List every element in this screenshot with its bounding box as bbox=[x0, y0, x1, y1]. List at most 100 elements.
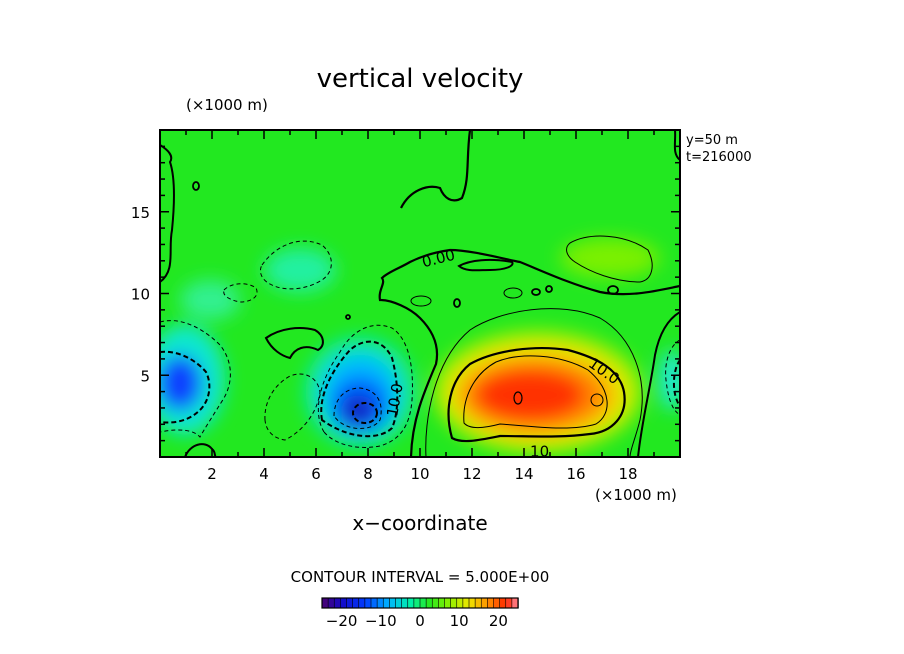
colorbar-swatch bbox=[389, 597, 397, 609]
contour-zero-islet-1 bbox=[192, 181, 200, 191]
contour-neg-10-east bbox=[672, 359, 680, 407]
info-line-t: t=216000 bbox=[686, 150, 752, 165]
contour-neg-15-central bbox=[333, 387, 382, 429]
contour-zero-west bbox=[160, 144, 175, 283]
x-tick-label: 6 bbox=[311, 465, 321, 483]
axis-ticks bbox=[160, 130, 680, 457]
colorbar-swatch bbox=[468, 597, 476, 609]
colorbar-swatch bbox=[425, 597, 433, 609]
contour-zero-islet-3 bbox=[410, 295, 432, 307]
contour-neg-dot bbox=[345, 314, 351, 320]
colorbar-swatch bbox=[505, 597, 513, 609]
colorbar-swatch bbox=[456, 597, 464, 609]
x-tick-label: 14 bbox=[514, 465, 533, 483]
contour-neg-10-central bbox=[320, 340, 399, 438]
contour-neg-5-east bbox=[665, 339, 680, 416]
colorbar-swatch bbox=[376, 597, 384, 609]
colorbar-swatch bbox=[321, 597, 329, 609]
colorbar-swatch bbox=[352, 597, 360, 609]
colorbar-swatch bbox=[333, 597, 342, 609]
colorbar-swatch bbox=[401, 597, 409, 609]
chart-title: vertical velocity bbox=[317, 64, 524, 94]
colorbar-swatch bbox=[480, 597, 489, 609]
field-west-inner bbox=[160, 355, 202, 411]
colorbar-tick-label: 0 bbox=[415, 612, 425, 630]
contour-pos-15 bbox=[463, 355, 608, 429]
contour-zero-blob bbox=[264, 327, 324, 360]
field-updraft-ne bbox=[560, 238, 660, 278]
colorbar-swatch bbox=[327, 597, 335, 609]
contour-zero-islet-5 bbox=[545, 285, 553, 293]
colorbar-tick-labels: −20 −10 0 10 20 bbox=[326, 612, 508, 630]
contour-zero-main bbox=[378, 248, 680, 457]
contour-zero-islet-4 bbox=[531, 288, 541, 296]
field-west-cyan bbox=[180, 280, 240, 320]
contour-label-text: 10.0 bbox=[383, 382, 407, 418]
colorbar-swatch bbox=[407, 597, 415, 609]
colorbar-tick-label: −10 bbox=[365, 612, 397, 630]
field-north-cyan bbox=[264, 248, 336, 292]
colorbar-swatch bbox=[462, 597, 470, 609]
colorbar-swatch bbox=[438, 597, 446, 609]
colorbar-swatch bbox=[364, 597, 372, 609]
contour-neg-5-mid bbox=[264, 373, 321, 441]
colorbar-swatch bbox=[499, 597, 507, 609]
colorbar-swatch bbox=[395, 597, 403, 609]
colorbar-swatch bbox=[358, 597, 366, 609]
contour-zero-north bbox=[400, 130, 472, 209]
contour-zero-islet-7 bbox=[607, 285, 619, 295]
colorbar-swatch bbox=[382, 597, 391, 609]
x-tick-label: 18 bbox=[618, 465, 637, 483]
x-tick-label: 2 bbox=[207, 465, 217, 483]
colorbar-swatch bbox=[346, 597, 354, 609]
contour-pos-5-ne bbox=[566, 235, 653, 283]
field-updraft-core bbox=[475, 369, 585, 421]
contour-pos-20 bbox=[513, 391, 523, 405]
contour-label: 10.0 bbox=[383, 382, 407, 418]
colorbar-swatch bbox=[493, 597, 501, 609]
colorbar-swatch bbox=[431, 597, 440, 609]
x-tick-label: 4 bbox=[259, 465, 269, 483]
info-line-y: y=50 m bbox=[686, 133, 738, 148]
x-tick-label: 8 bbox=[363, 465, 373, 483]
colorbar-tick-label: −20 bbox=[326, 612, 358, 630]
contour-zero-east bbox=[637, 311, 680, 457]
x-tick-labels: 2 4 6 8 10 12 14 16 18 bbox=[207, 465, 637, 483]
contour-lines bbox=[160, 130, 680, 457]
contour-neg-5-small bbox=[223, 283, 258, 303]
y-tick-label: 5 bbox=[140, 367, 150, 385]
colorbar bbox=[321, 597, 519, 609]
x-tick-label: 16 bbox=[566, 465, 585, 483]
contour-interval-text: CONTOUR INTERVAL = 5.000E+00 bbox=[291, 568, 550, 586]
x-unit-label: (×1000 m) bbox=[595, 486, 677, 504]
y-tick-label: 10 bbox=[131, 286, 150, 304]
colorbar-tick-label: 20 bbox=[489, 612, 508, 630]
contour-neg-10-west bbox=[160, 350, 211, 424]
y-tick-label: 15 bbox=[131, 204, 150, 222]
colorbar-swatch bbox=[444, 597, 452, 609]
contour-neg-20-central bbox=[352, 402, 378, 424]
colorbar-frame bbox=[321, 597, 519, 609]
x-axis-label: x−coordinate bbox=[352, 511, 487, 535]
contour-zero-patch bbox=[457, 258, 514, 272]
contour-neg-5-central bbox=[317, 324, 413, 448]
colorbar-swatch bbox=[450, 597, 458, 609]
colorbar-swatch bbox=[474, 597, 482, 609]
colorbar-tick-label: 10 bbox=[450, 612, 469, 630]
x-tick-label: 10 bbox=[410, 465, 429, 483]
y-unit-label: (×1000 m) bbox=[186, 96, 268, 114]
colorbar-swatch bbox=[419, 597, 427, 609]
contour-zero-islet-2 bbox=[503, 287, 523, 299]
contour-neg-5-north bbox=[259, 240, 332, 290]
color-field bbox=[160, 238, 680, 454]
contour-label-text: 10 bbox=[530, 442, 549, 460]
field-downdraft-core bbox=[341, 395, 375, 425]
colorbar-swatch bbox=[413, 597, 421, 609]
contour-pos-10 bbox=[447, 347, 626, 443]
x-tick-label: 12 bbox=[462, 465, 481, 483]
contour-label: 10 bbox=[530, 442, 549, 460]
contour-pos-5 bbox=[425, 308, 643, 457]
contour-zero-islet-6 bbox=[453, 298, 461, 308]
